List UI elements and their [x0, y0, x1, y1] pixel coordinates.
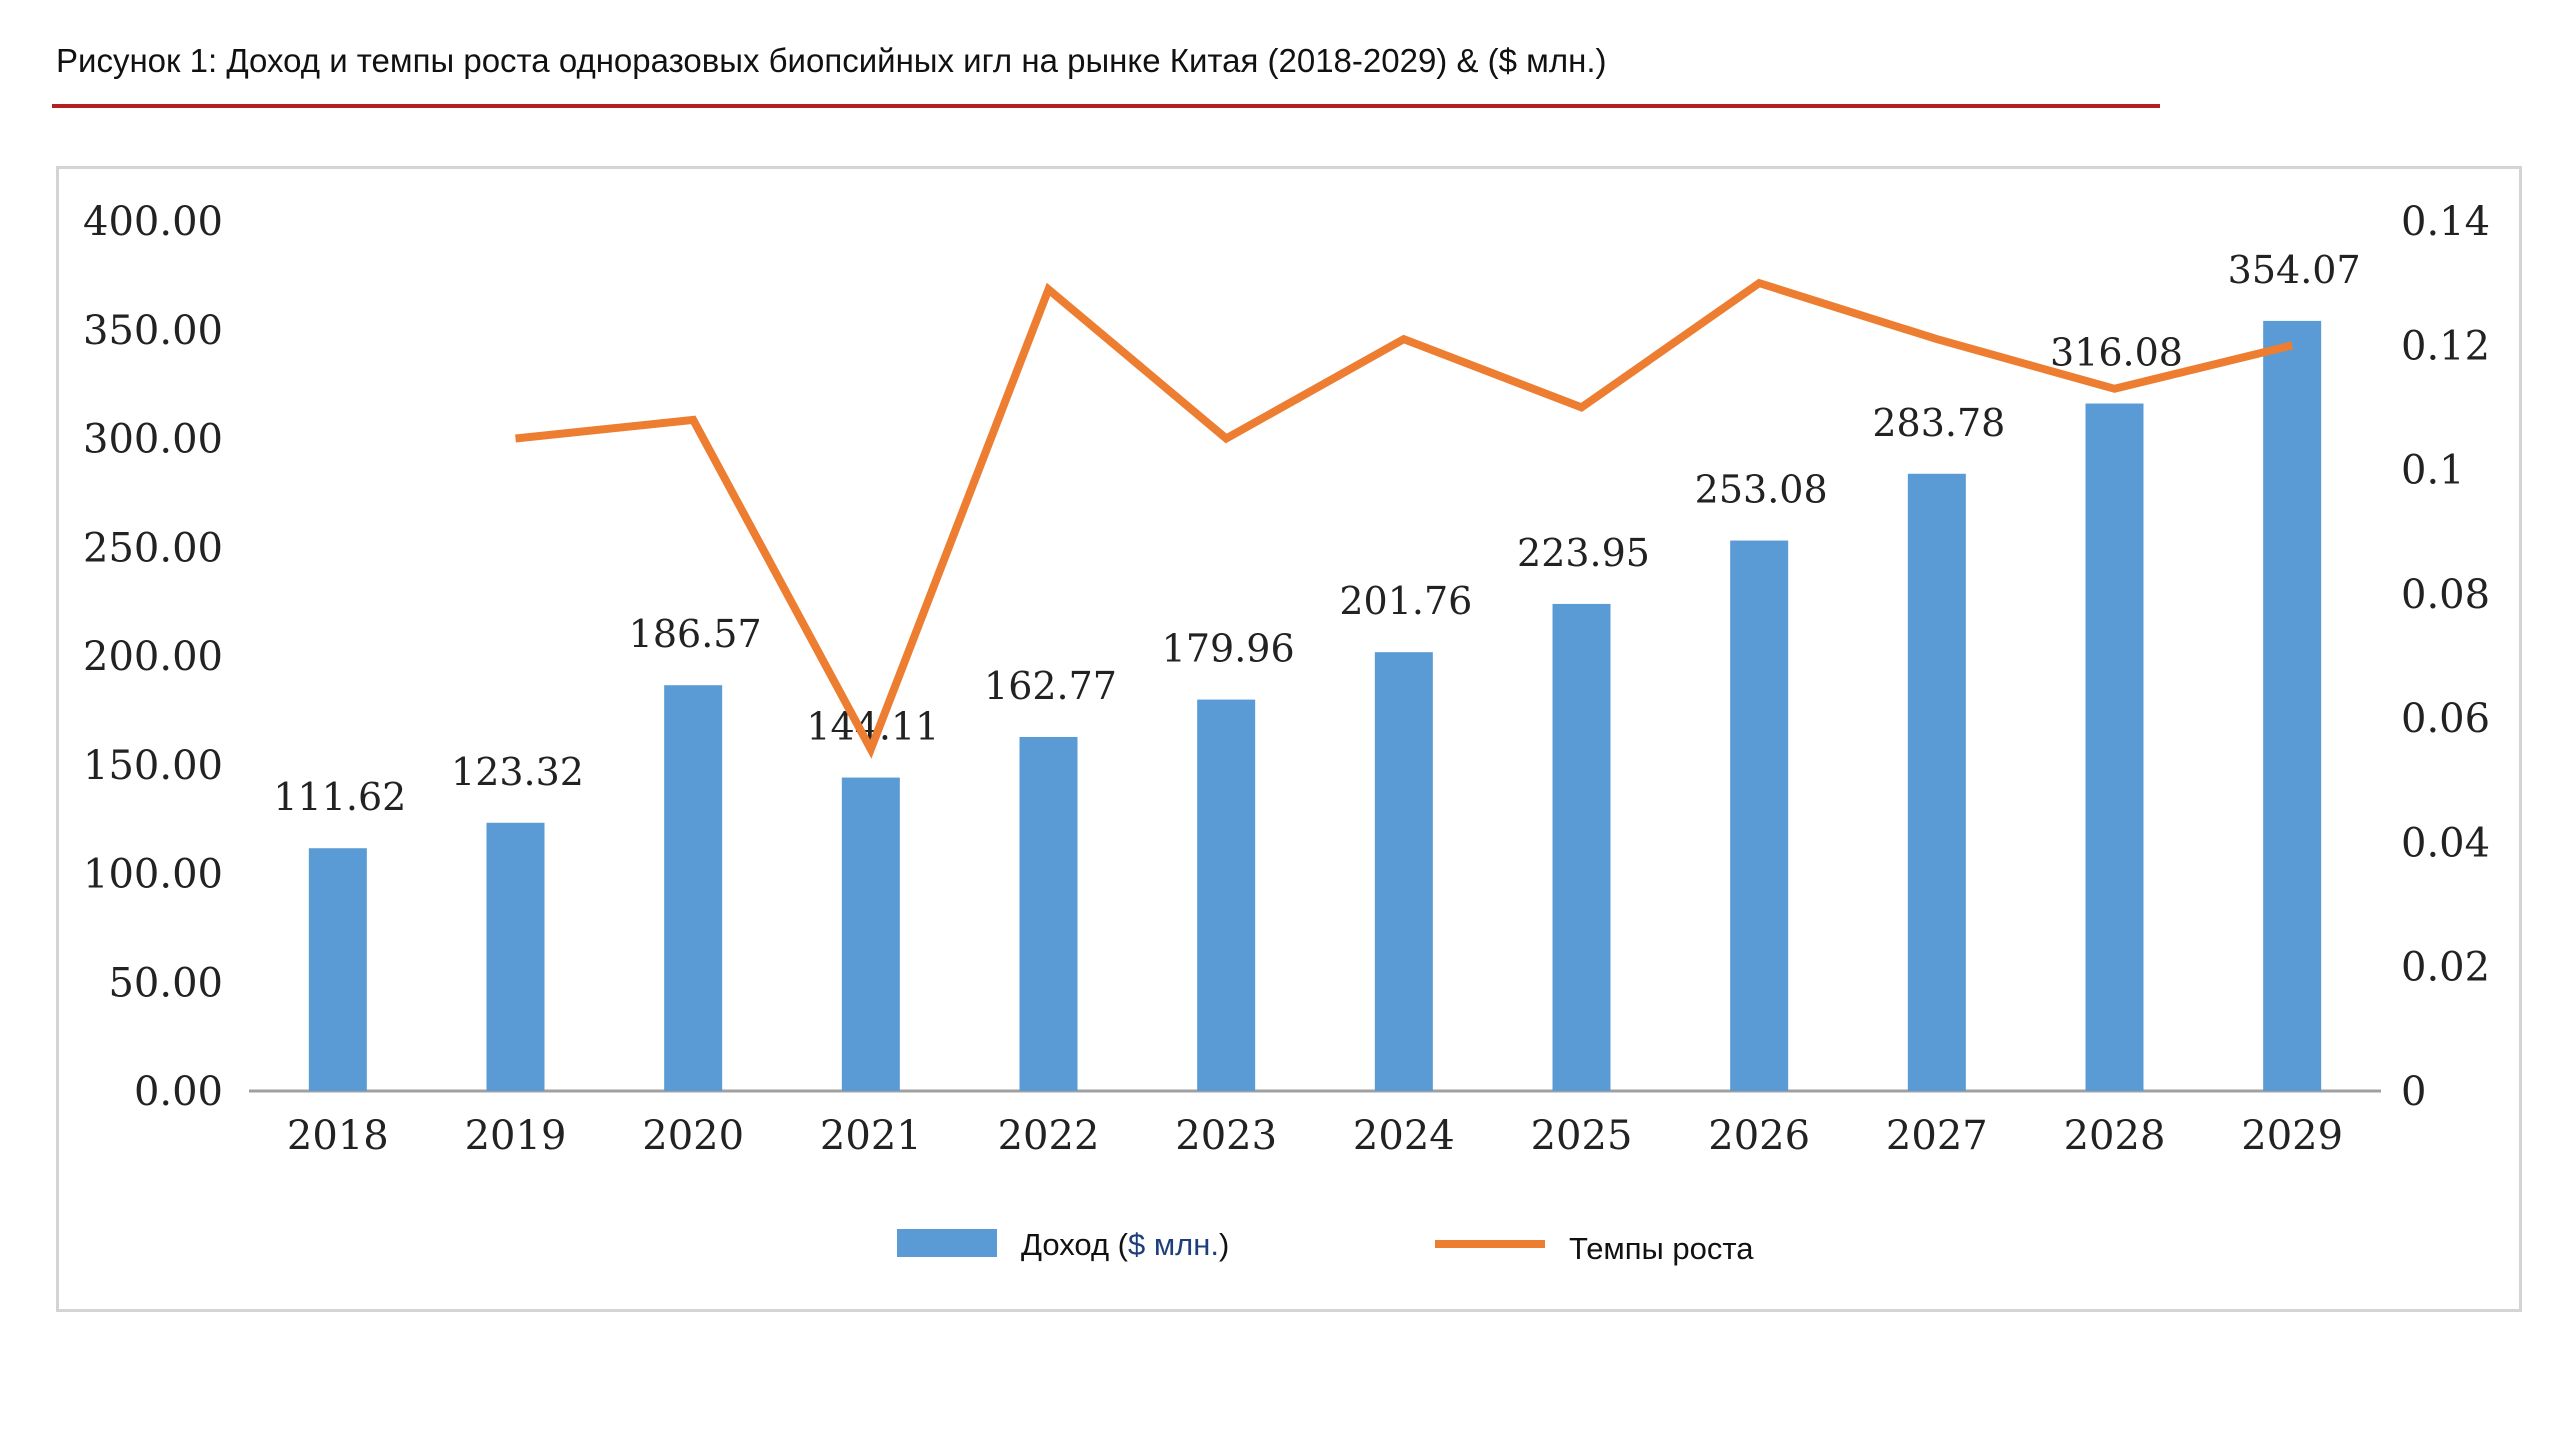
legend: Доход ($ млн.) Темпы роста — [897, 1227, 1754, 1266]
left-tick-label: 200.00 — [83, 634, 223, 680]
x-tick-label: 2022 — [998, 1113, 1100, 1159]
legend-bar-label-unit: $ млн. — [1128, 1227, 1219, 1262]
left-tick-label: 400.00 — [83, 199, 223, 245]
right-tick-label: 0.06 — [2401, 696, 2490, 742]
left-axis-ticks: 0.00 50.00 100.00 150.00 200.00 250.00 300.00 3… — [83, 199, 223, 1115]
x-tick-label: 2023 — [1175, 1113, 1277, 1159]
chart-frame: 0.00 50.00 100.00 150.00 200.00 250.00 300.00 3… — [56, 166, 2522, 1312]
bar — [1730, 540, 1789, 1091]
bar-data-labels: 111.62123.32186.57144.11162.77179.96201.… — [273, 248, 2360, 819]
left-tick-label: 150.00 — [83, 743, 223, 789]
bar-data-label: 179.96 — [1162, 627, 1295, 671]
right-tick-label: 0.12 — [2401, 323, 2490, 369]
x-tick-label: 2020 — [642, 1113, 744, 1159]
bar — [308, 848, 367, 1091]
bar-data-label: 223.95 — [1517, 531, 1650, 575]
right-tick-label: 0.1 — [2401, 448, 2465, 494]
left-tick-label: 300.00 — [83, 417, 223, 463]
x-tick-label: 2026 — [1708, 1113, 1810, 1159]
x-tick-label: 2024 — [1353, 1113, 1455, 1159]
bar-data-label: 354.07 — [2228, 248, 2361, 292]
x-tick-label: 2027 — [1886, 1113, 1988, 1159]
x-tick-label: 2021 — [820, 1113, 922, 1159]
legend-bar-label-main: Доход ( — [1021, 1227, 1129, 1262]
right-tick-label: 0.02 — [2401, 945, 2490, 991]
x-axis-ticks: 2018 2019 2020 2021 2022 2023 2024 2025 2026 2027… — [287, 1113, 2343, 1159]
legend-bar-swatch — [897, 1229, 997, 1257]
left-tick-label: 250.00 — [83, 525, 223, 571]
bar-data-label: 123.32 — [451, 750, 584, 794]
bar — [1907, 473, 1966, 1091]
right-tick-label: 0 — [2401, 1069, 2426, 1115]
left-tick-label: 100.00 — [83, 852, 223, 898]
growth-line-series — [515, 278, 2294, 759]
legend-bar-label-end: ) — [1219, 1227, 1229, 1262]
right-tick-label: 0.04 — [2401, 820, 2490, 866]
right-tick-label: 0.08 — [2401, 572, 2490, 618]
left-tick-label: 350.00 — [83, 308, 223, 354]
bar-data-label: 186.57 — [629, 612, 762, 656]
bar-data-label: 111.62 — [273, 775, 406, 819]
bar — [1552, 603, 1611, 1091]
bar — [1374, 652, 1433, 1091]
bar — [1197, 699, 1256, 1091]
legend-line-label: Темпы роста — [1569, 1231, 1754, 1266]
bar-data-label: 316.08 — [2050, 331, 2183, 375]
left-tick-label: 50.00 — [108, 960, 223, 1006]
x-tick-label: 2029 — [2241, 1113, 2343, 1159]
right-tick-label: 0.14 — [2401, 199, 2490, 245]
bar — [2085, 403, 2144, 1091]
figure-title: Рисунок 1: Доход и темпы роста одноразов… — [56, 42, 1607, 79]
bar — [841, 777, 900, 1091]
bar — [664, 685, 723, 1091]
x-tick-label: 2019 — [465, 1113, 567, 1159]
bar-data-label: 253.08 — [1695, 468, 1828, 512]
legend-bar-label: Доход ($ млн.) — [1021, 1227, 1229, 1262]
bar — [2263, 320, 2322, 1091]
x-tick-label: 2018 — [287, 1113, 389, 1159]
chart-svg: 0.00 50.00 100.00 150.00 200.00 250.00 300.00 3… — [83, 199, 2490, 1266]
bar — [1019, 736, 1078, 1091]
x-tick-label: 2025 — [1531, 1113, 1633, 1159]
bar-data-label: 201.76 — [1339, 579, 1472, 623]
growth-line — [515, 278, 2294, 759]
x-tick-label: 2028 — [2064, 1113, 2166, 1159]
bar-data-label: 162.77 — [984, 664, 1117, 708]
bar — [486, 822, 545, 1091]
bar-series — [308, 320, 2322, 1091]
bar-data-label: 283.78 — [1872, 401, 2005, 445]
right-axis-ticks: 0 0.02 0.04 0.06 0.08 0.1 0.12 0.14 — [2401, 199, 2490, 1115]
left-tick-label: 0.00 — [134, 1069, 223, 1115]
title-rule — [52, 104, 2160, 108]
